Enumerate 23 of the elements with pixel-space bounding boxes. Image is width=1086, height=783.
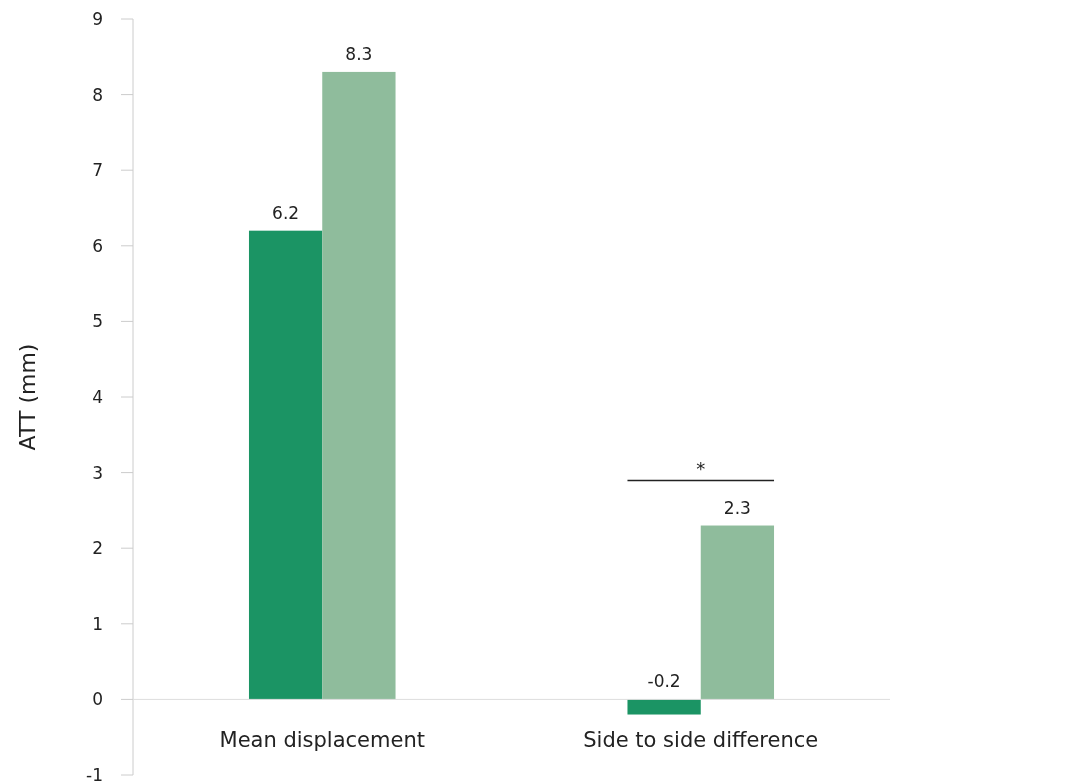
y-tick-label: 0 — [92, 689, 103, 710]
y-tick-label: 8 — [92, 84, 103, 105]
bar — [322, 71, 396, 700]
y-axis-title: ATT (mm) — [15, 343, 40, 451]
data-label: 2.3 — [723, 497, 751, 518]
data-label: 6.2 — [272, 202, 300, 223]
y-tick-label: 9 — [92, 8, 103, 29]
y-tick-label: 6 — [92, 235, 103, 256]
y-tick-label: 2 — [92, 538, 103, 559]
bar — [627, 699, 701, 715]
y-tick-label: 3 — [92, 462, 103, 483]
y-tick-label: -1 — [86, 764, 103, 783]
bar — [248, 230, 323, 700]
bar — [700, 525, 775, 700]
annotation: * — [696, 457, 706, 479]
y-tick-label: 1 — [92, 613, 103, 634]
data-label: -0.2 — [647, 671, 681, 692]
x-tick-label: Mean displacement — [219, 728, 425, 753]
y-tick-label: 5 — [92, 311, 103, 332]
x-tick-label: Side to side difference — [583, 728, 819, 753]
y-tick-label: 7 — [92, 160, 103, 181]
y-tick-label: 4 — [92, 386, 103, 407]
data-label: 8.3 — [345, 43, 373, 64]
